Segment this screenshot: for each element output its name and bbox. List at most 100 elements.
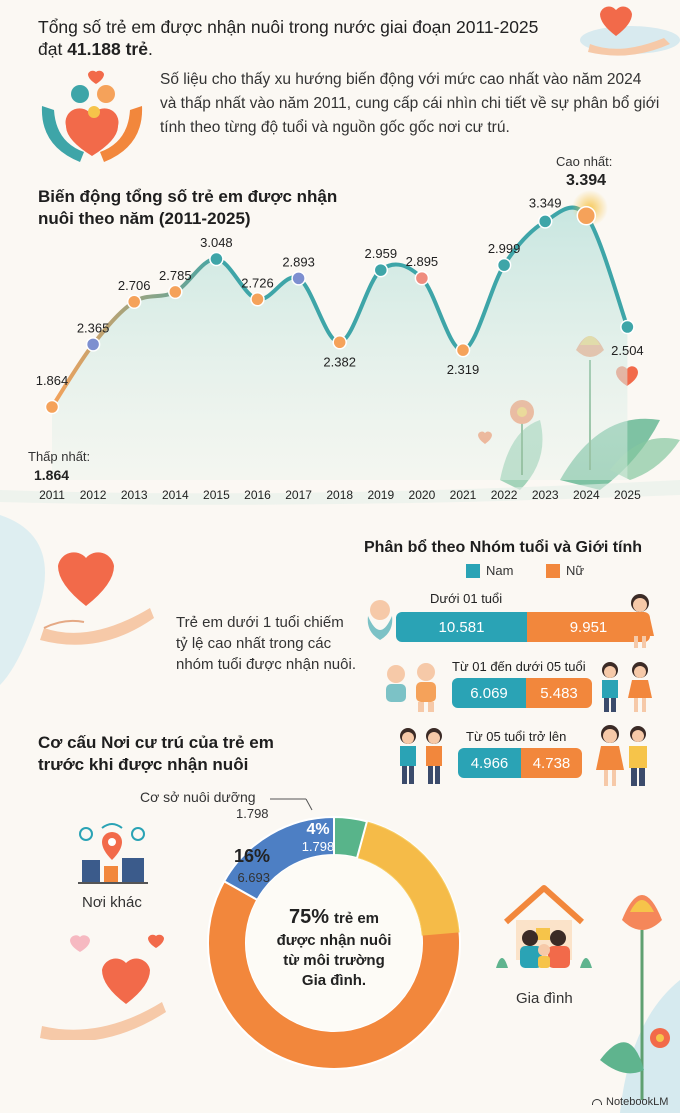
care-facility-value: 1.798 (236, 806, 269, 821)
residence-title-line1: Cơ cấu Nơi cư trú của trẻ em (38, 733, 274, 752)
line-point (455, 342, 471, 358)
kids-pair-icon (602, 662, 652, 712)
center-text-line4: Gia đình. (302, 972, 366, 989)
max-label: Cao nhất: (556, 154, 612, 169)
footer-brand: NotebookLM (592, 1096, 668, 1108)
line-data-label: 2.893 (282, 254, 315, 269)
x-tick-label: 2014 (162, 488, 189, 502)
age-note: Trẻ em dưới 1 tuổi chiếm tỷ lệ cao nhất … (176, 614, 356, 673)
heart-hand-icon (580, 6, 680, 56)
line-point (85, 337, 101, 352)
toddlers-icon (386, 663, 436, 712)
line-point (291, 271, 306, 286)
x-tick-label: 2017 (285, 488, 312, 502)
line-point (414, 270, 430, 286)
line-point (620, 319, 635, 335)
family-hands-icon (41, 70, 143, 162)
center-text-line2: được nhận nuôi (277, 932, 392, 949)
line-chart-title-line1: Biến động tổng số trẻ em được nhận (38, 187, 338, 206)
x-tick-label: 2025 (614, 488, 641, 502)
line-data-label: 2.895 (406, 254, 439, 269)
boys-icon (400, 728, 442, 784)
line-data-label: 3.349 (529, 195, 562, 210)
girl-icon (626, 594, 654, 648)
center-text-line3: từ môi trường (283, 952, 385, 969)
legend-male-swatch (466, 563, 480, 578)
care-pct: 4% (306, 821, 329, 838)
line-point (250, 292, 265, 307)
bar-female: 4.738 (521, 748, 582, 778)
residence-donut-chart: 16% 6.693 4% 1.798 75% trẻ em được nhận n… (207, 798, 461, 1070)
section-decoration (0, 515, 45, 685)
residence-title: Cơ cấu Nơi cư trú của trẻ em trước khi đ… (38, 732, 318, 776)
intro-description: Số liệu cho thấy xu hướng biến động với … (160, 71, 660, 136)
x-tick-label: 2023 (532, 488, 559, 502)
legend-female-swatch (546, 563, 560, 578)
care-leader-line (305, 798, 313, 811)
max-value: 3.394 (566, 172, 606, 189)
x-tick-label: 2021 (450, 488, 477, 502)
min-label: Thấp nhất: (28, 449, 90, 464)
line-data-label: 2.365 (77, 320, 110, 335)
line-data-label: 3.048 (200, 235, 233, 250)
line-point (168, 284, 183, 300)
line-data-label: 2.726 (241, 275, 274, 290)
age-group-label: Từ 01 đến dưới 05 tuổi (452, 659, 586, 674)
line-data-label: 1.864 (36, 373, 69, 388)
x-tick-label: 2011 (39, 488, 65, 502)
line-point (496, 257, 512, 273)
bar-male: 6.069 (452, 678, 526, 708)
intro-title-suffix: . (147, 39, 153, 59)
center-pct: 75% (289, 906, 329, 928)
residence-title-line2: trước khi được nhận nuôi (38, 755, 249, 774)
line-data-label: 2.785 (159, 268, 192, 283)
x-tick-label: 2012 (80, 488, 107, 502)
line-chart: 1.864 2.365 2.706 2.785 3.048 2.726 2.893 2.382… (0, 154, 680, 505)
line-point (44, 399, 60, 415)
line-data-label: 2.382 (323, 354, 356, 369)
x-tick-label: 2024 (573, 488, 600, 502)
baby-icon (367, 600, 393, 640)
line-point (537, 214, 553, 229)
legend-male: Nam (466, 563, 513, 578)
line-data-label: 2.504 (611, 343, 644, 358)
donut-hole (246, 855, 422, 1031)
teens-icon (596, 725, 647, 786)
intro-title: Tổng số trẻ em được nhận nuôi trong nước… (38, 16, 558, 60)
age-gender-title: Phân bổ theo Nhóm tuổi và Giới tính (364, 539, 643, 556)
legend-female-label: Nữ (566, 563, 585, 578)
footer-brand-text: NotebookLM (606, 1096, 669, 1108)
family-house-icon (496, 885, 592, 968)
x-tick-label: 2015 (203, 488, 230, 502)
notebooklm-logo-icon (592, 1099, 602, 1105)
line-chart-title: Biến động tổng số trẻ em được nhận nuôi … (38, 186, 368, 230)
x-tick-label: 2019 (367, 488, 394, 502)
line-point (126, 294, 142, 309)
intro-title-text: Tổng số trẻ em được nhận nuôi trong nước… (38, 17, 539, 59)
x-tick-label: 2016 (244, 488, 271, 502)
other-value: 6.693 (237, 870, 270, 885)
x-tick-label: 2013 (121, 488, 148, 502)
x-tick-label: 2022 (491, 488, 518, 502)
legend-female: Nữ (546, 563, 584, 578)
line-point (576, 206, 597, 226)
bar-male: 4.966 (458, 748, 521, 778)
center-line1-rest: trẻ em (334, 910, 379, 927)
age-group-label: Từ 05 tuổi trở lên (466, 729, 567, 744)
heart-hand-icon (40, 934, 166, 1040)
flower-decoration (600, 895, 680, 1113)
legend-male-label: Nam (486, 563, 514, 578)
line-data-label: 2.706 (118, 278, 151, 293)
family-label: Gia đình (516, 990, 573, 1007)
line-point (373, 262, 389, 278)
x-tick-label: 2018 (326, 488, 353, 502)
line-data-label: 2.319 (447, 362, 480, 377)
center-text-line1: 75% trẻ em (289, 906, 379, 928)
bar-female: 9.951 (527, 612, 650, 642)
min-value: 1.864 (34, 467, 69, 483)
line-chart-series-line (50, 205, 630, 409)
bar-male: 10.581 (396, 612, 527, 642)
x-tick-label: 2020 (409, 488, 436, 502)
care-value-inner: 1.798 (302, 839, 335, 854)
line-chart-title-line2: nuôi theo năm (2011-2025) (38, 209, 251, 228)
